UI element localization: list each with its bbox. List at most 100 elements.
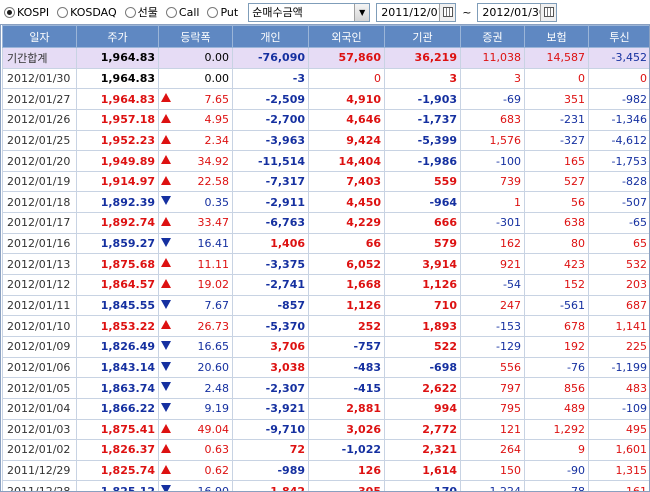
table-row[interactable]: 2012/01/25 1,952.23 2.34 -3,963 9,424 -5,399 1… <box>2 129 649 152</box>
cell-date: 2012/01/11 <box>2 294 77 317</box>
table-row[interactable]: 2012/01/17 1,892.74 33.47 -6,763 4,229 666 -30… <box>2 212 649 234</box>
cell-individual: -9,710 <box>232 418 309 441</box>
chevron-down-icon[interactable]: ▼ <box>354 3 370 21</box>
col-header-change[interactable]: 등락폭 <box>158 25 233 48</box>
cell-date: 기간합계 <box>2 47 77 69</box>
cell-foreign: 4,450 <box>308 191 385 214</box>
table-row[interactable]: 2012/01/20 1,949.89 34.92 -11,514 14,404 -1,9… <box>2 150 649 172</box>
col-header-institution[interactable]: 기관 <box>384 25 461 48</box>
table-row[interactable]: 2012/01/04 1,866.22 9.19 -3,921 2,881 994 795 4… <box>2 397 649 420</box>
calendar-icon <box>543 7 554 17</box>
cell-trust: 0 <box>588 67 649 90</box>
radio-kospi-dot <box>4 6 15 18</box>
cell-price: 1,892.39 <box>76 191 159 214</box>
end-calendar-button[interactable] <box>540 3 557 21</box>
table-row[interactable]: 2012/01/27 1,964.83 7.65 -2,509 4,910 -1,903-… <box>2 88 649 110</box>
cell-individual: 1,842 <box>232 480 309 491</box>
table-row[interactable]: 2012/01/12 1,864.57 19.02 -2,741 1,668 1,126-… <box>2 274 649 296</box>
cell-institution: -698 <box>384 356 461 379</box>
col-header-price[interactable]: 주가 <box>76 25 159 48</box>
col-header-insurance[interactable]: 보험 <box>524 25 589 48</box>
cell-date: 2012/01/10 <box>2 315 77 337</box>
cell-foreign: 0 <box>308 67 385 90</box>
radio-kospi-label: KOSPI <box>17 5 50 19</box>
cell-trust: 532 <box>588 253 649 276</box>
table-row[interactable]: 2012/01/13 1,875.68 11.11 -3,375 6,052 3,914 9… <box>2 253 649 276</box>
cell-individual: 3,706 <box>232 335 309 358</box>
table-row[interactable]: 2012/01/05 1,863.74 2.48 -2,307 -415 2,622 797… <box>2 377 649 399</box>
table-row[interactable]: 2012/01/03 1,875.41 49.04 -9,710 3,026 2,772 1… <box>2 418 649 441</box>
cell-date: 2012/01/27 <box>2 88 77 110</box>
cell-change: 11.11 <box>158 253 233 276</box>
cell-individual: -5,370 <box>232 315 309 337</box>
col-header-securities[interactable]: 증권 <box>460 25 525 48</box>
arrow-up-icon <box>161 155 171 165</box>
table-row[interactable]: 2012/01/09 1,826.49 16.65 3,706 -757 522 -129 1… <box>2 335 649 358</box>
cell-date: 2012/01/30 <box>2 67 77 90</box>
radio-kospi[interactable]: KOSPI <box>4 6 49 19</box>
cell-insurance: -78 <box>524 480 589 491</box>
table-row[interactable]: 2012/01/02 1,826.37 0.63 72 -1,022 2,321 264 9 1… <box>2 439 649 461</box>
cell-institution: 3 <box>384 67 461 90</box>
table-row-total[interactable]: 기간합계 1,964.83 0.00 -76,090 57,860 36,219… <box>2 47 649 69</box>
table-row[interactable]: 2011/12/29 1,825.74 0.62 -989 126 1,614 150 -90… <box>2 459 649 482</box>
cell-insurance: 192 <box>524 335 589 358</box>
col-header-individual[interactable]: 개인 <box>232 25 309 48</box>
col-header-date[interactable]: 일자 <box>2 25 77 48</box>
cell-individual: 3,038 <box>232 356 309 379</box>
cell-insurance: 165 <box>524 150 589 172</box>
cell-insurance: 489 <box>524 397 589 420</box>
cell-price: 1,853.22 <box>76 315 159 337</box>
cell-insurance: -90 <box>524 459 589 482</box>
table-row[interactable]: 2012/01/18 1,892.39 0.35 -2,911 4,450 -964 1 56… <box>2 191 649 214</box>
investor-table: 일자 주가 등락폭 개인 외국인 기관 증권 보험 투신 기간합계 1,964.… <box>2 25 649 491</box>
table-row[interactable]: 2012/01/30 1,964.83 0.00 -3 0 3 3 0 0 <box>2 67 649 90</box>
cell-institution: -1,986 <box>384 150 461 172</box>
start-date-field[interactable]: 2011/12/01 <box>376 2 457 22</box>
cell-price: 1,863.74 <box>76 377 159 399</box>
cell-foreign: -757 <box>308 335 385 358</box>
col-header-foreign[interactable]: 외국인 <box>308 25 385 48</box>
cell-price: 1,866.22 <box>76 397 159 420</box>
cell-securities: 247 <box>460 294 525 317</box>
cell-institution: 1,893 <box>384 315 461 337</box>
col-header-trust[interactable]: 투신 <box>588 25 649 48</box>
cell-change: 7.67 <box>158 294 233 317</box>
cell-institution: 3,914 <box>384 253 461 276</box>
cell-foreign: 126 <box>308 459 385 482</box>
mode-select[interactable]: 순매수금액 ▼ <box>248 2 371 22</box>
end-date-field[interactable]: 2012/01/30 <box>477 2 558 22</box>
table-row[interactable]: 2012/01/06 1,843.14 20.60 3,038 -483 -698 556-… <box>2 356 649 379</box>
cell-securities: -100 <box>460 150 525 172</box>
cell-trust: -1,753 <box>588 150 649 172</box>
cell-date: 2012/01/17 <box>2 212 77 234</box>
table-row[interactable]: 2012/01/11 1,845.55 7.67 -857 1,126 710 247 -56… <box>2 294 649 317</box>
cell-trust: 1,141 <box>588 315 649 337</box>
cell-insurance: 80 <box>524 232 589 255</box>
cell-price: 1,825.12 <box>76 480 159 491</box>
table-row[interactable]: 2012/01/10 1,853.22 26.73 -5,370 252 1,893 -15… <box>2 315 649 337</box>
cell-insurance: 527 <box>524 170 589 193</box>
cell-institution: 579 <box>384 232 461 255</box>
cell-foreign: -415 <box>308 377 385 399</box>
arrow-down-icon <box>161 299 171 309</box>
cell-trust: -109 <box>588 397 649 420</box>
cell-insurance: 0 <box>524 67 589 90</box>
cell-date: 2012/01/19 <box>2 170 77 193</box>
table-row[interactable]: 2012/01/16 1,859.27 16.41 1,406 66 579 162 80 65 <box>2 232 649 255</box>
radio-call[interactable]: Call <box>165 6 199 19</box>
cell-trust: 65 <box>588 232 649 255</box>
cell-securities: -153 <box>460 315 525 337</box>
arrow-down-icon <box>161 382 171 392</box>
radio-put[interactable]: Put <box>207 6 238 19</box>
cell-insurance: 678 <box>524 315 589 337</box>
start-calendar-button[interactable] <box>439 3 456 21</box>
table-row[interactable]: 2012/01/19 1,914.97 22.58 -7,317 7,403 559 739… <box>2 170 649 193</box>
table-row[interactable]: 2012/01/26 1,957.18 4.95 -2,700 4,646 -1,737 6… <box>2 108 649 131</box>
radio-call-dot <box>165 6 177 18</box>
radio-futures[interactable]: 선물 <box>124 4 158 20</box>
cell-institution: 1,614 <box>384 459 461 482</box>
radio-kosdaq[interactable]: KOSDAQ <box>57 6 117 19</box>
cell-price: 1,892.74 <box>76 212 159 234</box>
table-row[interactable]: 2011/12/28 1,825.12 16.90 1,842 305 -170 -1,22… <box>2 480 649 491</box>
